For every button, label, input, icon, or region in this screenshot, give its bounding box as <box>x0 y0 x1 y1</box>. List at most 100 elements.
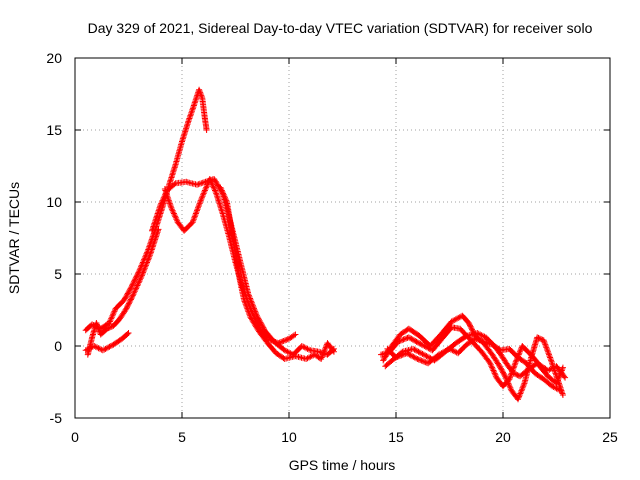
data-point-run <box>286 332 298 342</box>
data-point-run <box>106 307 118 326</box>
data-point-run <box>119 331 131 342</box>
data-point <box>559 391 566 398</box>
data-point-run <box>110 316 122 329</box>
x-tick-label: 25 <box>602 429 618 445</box>
data-point-run <box>553 363 568 380</box>
data-point-run <box>232 239 245 270</box>
data-point-run <box>116 306 129 322</box>
data-point-run <box>382 357 396 370</box>
data-point-run <box>549 383 563 393</box>
data-point-run <box>515 354 529 366</box>
data-point-run <box>264 340 279 356</box>
data-point-run <box>540 337 553 360</box>
y-tick-label: 20 <box>46 50 62 66</box>
data-point-run <box>241 296 253 319</box>
data-point <box>155 226 162 233</box>
series-track-a <box>82 86 210 334</box>
y-tick-label: 15 <box>46 122 62 138</box>
data-point-run <box>540 376 554 389</box>
data-point-run <box>440 325 454 341</box>
plot-frame <box>74 57 611 419</box>
data-point-run <box>104 323 116 332</box>
data-point-run <box>405 325 422 339</box>
data-point-run <box>213 190 226 216</box>
y-tick-label: 10 <box>46 194 62 210</box>
data-point-run <box>515 381 527 403</box>
data-point-run <box>172 140 185 168</box>
data-point-run <box>185 101 198 125</box>
series-track-f <box>84 226 162 358</box>
data-point-run <box>127 269 142 292</box>
data-point-run <box>161 186 174 210</box>
data-point-run <box>410 345 426 357</box>
data-point-run <box>465 320 478 338</box>
y-tick-label: 0 <box>54 338 62 354</box>
data-point-run <box>474 330 488 340</box>
data-point-run <box>532 370 546 382</box>
data-point-run <box>168 204 181 224</box>
x-axis-label: GPS time / hours <box>289 457 396 473</box>
data-point-run <box>219 210 232 238</box>
data-point-run <box>123 293 136 312</box>
data-point-run <box>138 253 153 280</box>
data-point-run <box>110 336 124 348</box>
data-point-run <box>256 328 270 345</box>
data-point-run <box>506 345 520 360</box>
data-point-run <box>247 314 262 334</box>
data-point-run <box>311 351 323 362</box>
data-point-run <box>489 351 501 367</box>
data-point-run <box>459 312 471 325</box>
data-point-run <box>500 377 512 390</box>
data-point-run <box>179 119 191 145</box>
data-point-run <box>189 197 204 226</box>
data-point-run <box>166 163 179 188</box>
data-point-run <box>129 275 144 299</box>
data-point <box>557 387 564 394</box>
data-point-run <box>84 335 95 358</box>
data-point-run <box>217 184 230 204</box>
data-point-run <box>121 286 133 303</box>
data-point-run <box>425 352 441 367</box>
data-point-run <box>149 203 164 234</box>
data-point-run <box>232 250 243 282</box>
data-point-run <box>487 360 499 380</box>
data-point-run <box>181 220 195 234</box>
chart-title: Day 329 of 2021, Sidereal Day-to-day VTE… <box>88 20 593 36</box>
data-point-run <box>236 276 247 302</box>
data-point-run <box>199 95 208 117</box>
x-tick-label: 10 <box>281 429 297 445</box>
data-point-run <box>146 227 161 259</box>
data-point-run <box>489 341 503 353</box>
y-tick-label: 5 <box>54 266 62 282</box>
data-point-run <box>497 351 510 367</box>
series-track-e <box>82 330 132 354</box>
data-point-run <box>416 332 433 348</box>
x-tick-label: 0 <box>71 429 79 445</box>
data-point <box>292 331 299 338</box>
data-point-run <box>478 348 493 365</box>
data-point-run <box>519 343 533 357</box>
data-point-run <box>253 312 268 334</box>
x-tick-label: 15 <box>388 429 404 445</box>
data-point-run <box>245 291 260 318</box>
data-point-run <box>457 325 473 343</box>
data-point-run <box>403 350 420 362</box>
data-point-run <box>506 360 519 383</box>
data-point-run <box>437 319 454 338</box>
data-point-run <box>324 340 336 354</box>
data-point-run <box>99 342 116 354</box>
data-point <box>125 330 132 337</box>
x-tick-label: 5 <box>178 429 186 445</box>
series-track-j <box>384 335 564 394</box>
data-point-run <box>298 343 312 353</box>
data-point-run <box>206 176 219 195</box>
data-point <box>330 348 337 355</box>
data-point <box>203 127 210 133</box>
data-point-run <box>429 335 446 354</box>
data-point-run <box>384 345 398 360</box>
data-point-run <box>495 361 508 378</box>
series-track-d <box>217 184 337 362</box>
y-axis-label: SDTVAR / TECUs <box>6 182 22 294</box>
